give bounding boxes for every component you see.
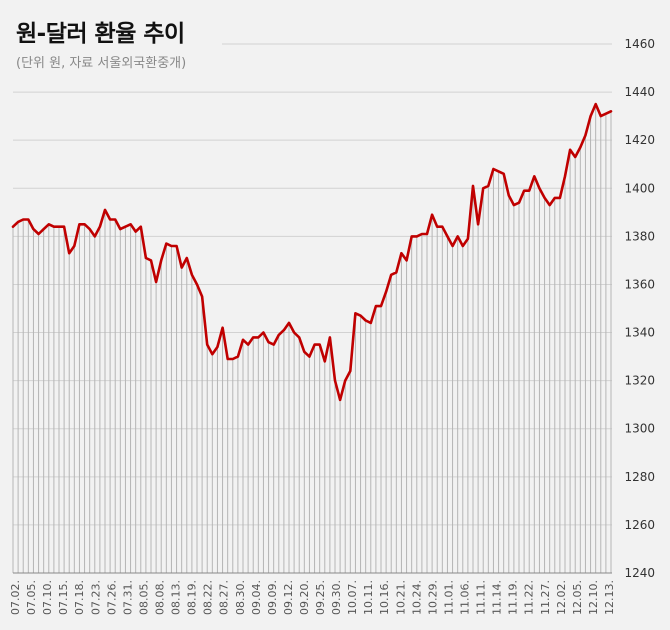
x-tick-label: 12.05. [571, 580, 584, 615]
x-tick-label: 09.12. [282, 580, 295, 615]
x-tick-label: 09.20. [298, 580, 311, 615]
x-tick-label: 10.16. [378, 580, 391, 615]
y-tick-label: 1420 [624, 133, 655, 147]
y-tick-label: 1380 [624, 229, 655, 243]
y-tick-label: 1260 [624, 518, 655, 532]
x-tick-label: 11.19. [507, 580, 520, 615]
y-tick-label: 1340 [624, 326, 655, 340]
x-tick-label: 10.07. [346, 580, 359, 615]
x-tick-label: 08.30. [234, 580, 247, 615]
x-tick-label: 12.02. [555, 580, 568, 615]
x-tick-label: 11.14. [491, 580, 504, 615]
x-tick-label: 08.19. [186, 580, 199, 615]
x-tick-label: 08.05. [137, 580, 150, 615]
x-tick-label: 12.10. [587, 580, 600, 615]
y-tick-label: 1280 [624, 470, 655, 484]
x-tick-label: 07.10. [41, 580, 54, 615]
x-tick-label: 10.24. [410, 580, 423, 615]
x-tick-label: 07.26. [105, 580, 118, 615]
y-tick-label: 1400 [624, 181, 655, 195]
x-tick-label: 11.01. [443, 580, 456, 615]
y-tick-label: 1320 [624, 374, 655, 388]
rate-line [11, 102, 613, 402]
x-tick-label: 11.06. [459, 580, 472, 615]
x-tick-label: 08.22. [202, 580, 215, 615]
x-tick-label: 11.22. [523, 580, 536, 615]
x-tick-label: 11.27. [539, 580, 552, 615]
x-tick-label: 09.04. [250, 580, 263, 615]
x-tick-label: 07.15. [57, 580, 70, 615]
y-tick-label: 1300 [624, 422, 655, 436]
x-tick-label: 07.02. [9, 580, 22, 615]
x-tick-label: 09.30. [330, 580, 343, 615]
x-tick-label: 07.18. [73, 580, 86, 615]
y-tick-label: 1440 [624, 85, 655, 99]
x-tick-label: 09.25. [314, 580, 327, 615]
x-tick-label: 09.09. [266, 580, 279, 615]
x-tick-label: 10.11. [362, 580, 375, 615]
chart-subtitle: (단위 원, 자료 서울외국환중개) [16, 56, 187, 71]
x-tick-label: 07.23. [89, 580, 102, 615]
x-tick-label: 07.05. [25, 580, 38, 615]
y-tick-label: 1460 [624, 37, 655, 51]
chart-title: 원-달러 환율 추이 [16, 21, 185, 47]
x-tick-label: 08.27. [218, 580, 231, 615]
x-tick-label: 11.11. [475, 580, 488, 615]
y-tick-label: 1360 [624, 277, 655, 291]
x-tick-label: 10.29. [426, 580, 439, 615]
y-tick-label: 1240 [624, 566, 655, 580]
x-tick-label: 10.21. [394, 580, 407, 615]
x-tick-label: 08.08. [154, 580, 167, 615]
x-tick-label: 12.13. [603, 580, 616, 615]
x-tick-label: 07.31. [121, 580, 134, 615]
x-tick-label: 08.13. [170, 580, 183, 615]
